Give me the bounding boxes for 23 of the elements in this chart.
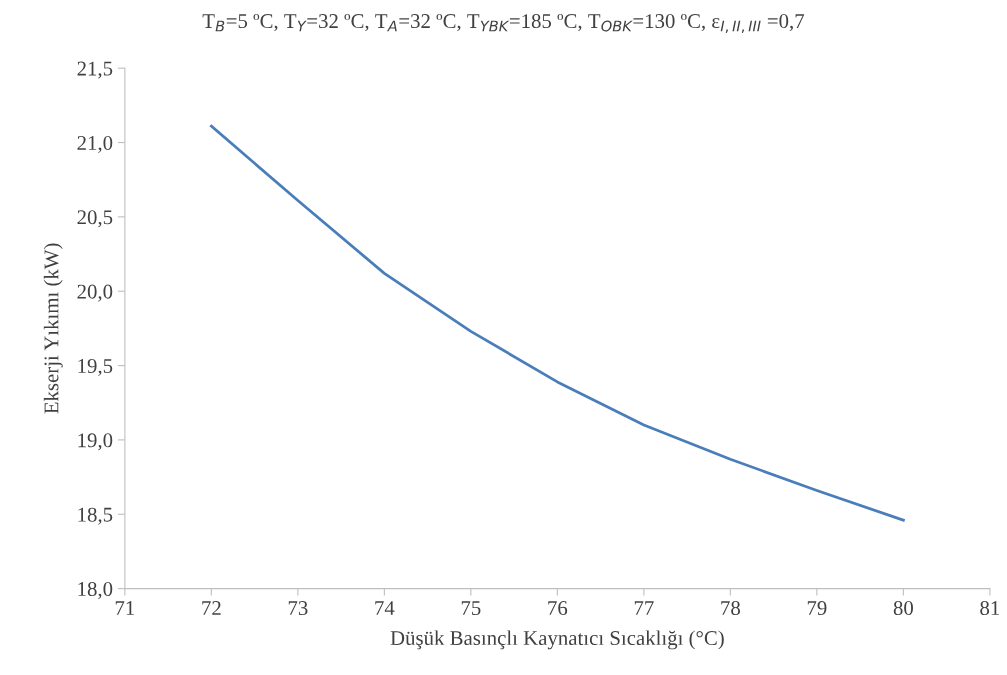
x-tick-label: 76 (548, 601, 568, 616)
y-axis-title: Ekserji Yıkımı (kW) (43, 243, 63, 414)
x-tick-label: 73 (288, 601, 308, 616)
x-tick-label: 79 (807, 601, 827, 616)
x-tick-label: 80 (893, 601, 913, 616)
y-tick-label: 18,5 (78, 507, 113, 525)
x-tick-label: 78 (721, 601, 740, 616)
y-tick-label: 20,0 (77, 284, 113, 302)
chart-title: T$_{B}$=5 ºC, T$_{Y}$=32 ºC, T$_{A}$=32 ºC, T$_{YBK}$=185 ºC, T$_{OBK}$=130 ºC, ε$_{I,II,III}$ =0,7 (202, 14, 805, 34)
x-tick-label: 75 (461, 601, 481, 616)
y-tick-label: 18,0 (78, 581, 113, 600)
y-tick-label: 19,0 (78, 433, 113, 451)
x-tick-label: 72 (202, 601, 221, 615)
x-tick-label: 81 (980, 601, 1000, 616)
y-tick-label: 21,0 (77, 135, 113, 153)
y-tick-label: 19,5 (78, 358, 113, 376)
x-tick-label: 71 (115, 601, 135, 615)
y-tick-label: 21,5 (77, 61, 113, 79)
x-tick-label: 74 (375, 601, 395, 615)
y-tick-label: 20,5 (77, 210, 113, 228)
x-axis-title: Düşük Basınçlı Kaynatıcı Sıcaklığı (°C) (390, 630, 724, 650)
x-tick-label: 77 (634, 601, 654, 615)
line-series (209, 124, 905, 522)
